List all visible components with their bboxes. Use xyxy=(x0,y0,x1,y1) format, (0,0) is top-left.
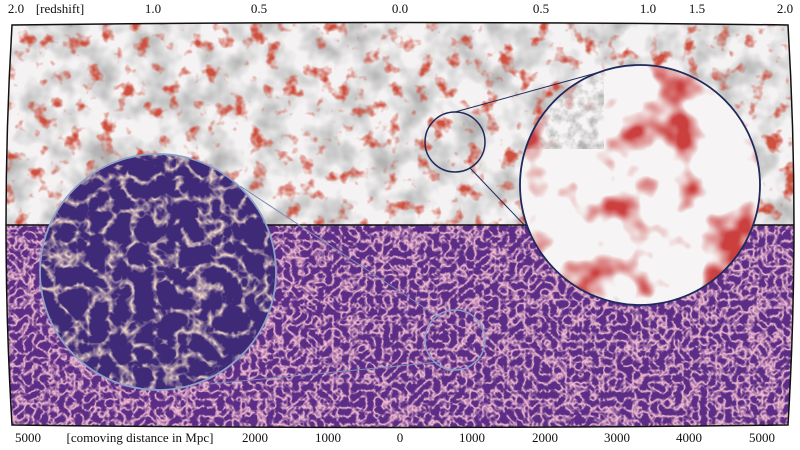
bottom-axis-label: 2000 xyxy=(532,430,558,445)
zoom-connector xyxy=(209,361,441,385)
top-axis-label: 0.5 xyxy=(533,1,549,16)
bottom-axis-label: 3000 xyxy=(604,430,630,445)
zoom-connector xyxy=(239,185,441,319)
top-axis-label: 1.0 xyxy=(640,1,656,16)
bottom-axis-label: 2000 xyxy=(242,430,268,445)
top-axis-label: 0.5 xyxy=(251,1,267,16)
zoom-inset-border xyxy=(39,153,277,391)
zoom-marker xyxy=(424,309,486,371)
bottom-axis-label: 5000 xyxy=(15,430,41,445)
bottom-axis-label: 1000 xyxy=(315,430,341,445)
bottom-axis-label: 5000 xyxy=(749,430,775,445)
top-axis-label: 2.0 xyxy=(8,1,24,16)
top-axis-label: [redshift] xyxy=(36,1,84,16)
zoom-inset-web xyxy=(40,154,276,390)
top-axis-label: 2.0 xyxy=(777,1,793,16)
zoom-marker xyxy=(424,111,486,173)
zoom-inset-border xyxy=(519,64,761,306)
top-axis-label: 1.5 xyxy=(689,1,705,16)
map-outline xyxy=(5,21,795,429)
bottom-axis-label: 1000 xyxy=(459,430,485,445)
bottom-axis-label: 0 xyxy=(397,430,404,445)
top-axis-label: 0.0 xyxy=(392,1,408,16)
axis-labels: 2.0 [redshift] 1.0 0.5 0.0 0.5 1.0 1.5 2.0 5000 [c… xyxy=(8,1,793,445)
zoom-connector xyxy=(454,71,601,113)
top-axis-label: 1.0 xyxy=(145,1,161,16)
bottom-axis-label: 4000 xyxy=(676,430,702,445)
bottom-axis-label: [comoving distance in Mpc] xyxy=(67,430,214,445)
zoom-inset-density xyxy=(520,65,760,305)
